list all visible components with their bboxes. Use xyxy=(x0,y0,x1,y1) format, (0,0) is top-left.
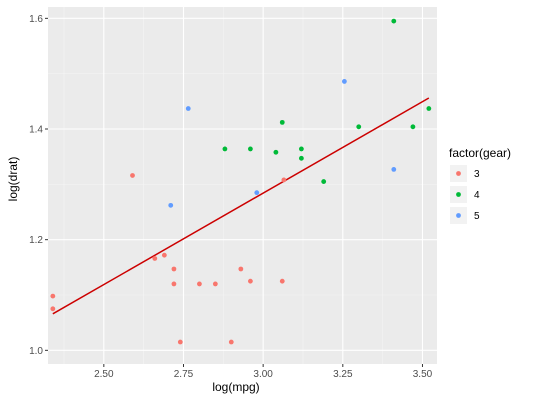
data-point-gear-3 xyxy=(177,339,183,345)
data-point-gear-4 xyxy=(298,146,304,152)
data-point-gear-4 xyxy=(426,106,432,111)
plot-panel xyxy=(48,7,437,364)
data-points xyxy=(50,18,432,345)
x-tick-label: 3.00 xyxy=(253,369,273,380)
data-point-gear-3 xyxy=(279,278,285,284)
data-point-gear-3 xyxy=(228,339,234,345)
data-point-gear-5 xyxy=(342,79,347,84)
data-point-gear-4 xyxy=(410,124,416,130)
data-point-gear-4 xyxy=(222,146,228,152)
x-tick-label: 2.75 xyxy=(174,369,194,380)
y-axis-title: log(drat) xyxy=(6,157,20,202)
legend-key-dot xyxy=(456,192,461,197)
data-point-gear-4 xyxy=(248,146,253,152)
data-point-gear-3 xyxy=(171,266,177,272)
data-point-gear-3 xyxy=(50,293,56,299)
data-point-gear-3 xyxy=(130,173,135,178)
data-point-gear-4 xyxy=(356,124,362,130)
data-point-gear-5 xyxy=(254,190,260,196)
data-point-gear-3 xyxy=(248,278,253,284)
data-point-gear-4 xyxy=(298,155,304,161)
data-point-gear-3 xyxy=(152,256,158,261)
x-axis-title: log(mpg) xyxy=(212,380,259,394)
data-point-gear-5 xyxy=(168,202,174,208)
y-tick-label: 1.2 xyxy=(29,235,43,246)
x-axis: 2.50 2.75 3.00 3.25 3.50 xyxy=(94,364,433,380)
major-gridlines xyxy=(48,7,437,364)
data-point-gear-5 xyxy=(185,106,191,111)
y-tick-label: 1.0 xyxy=(29,346,43,357)
y-tick-label: 1.4 xyxy=(29,125,43,136)
legend-title: factor(gear) xyxy=(449,146,511,160)
data-point-gear-3 xyxy=(238,266,244,272)
x-tick-label: 3.50 xyxy=(413,369,433,380)
data-point-gear-4 xyxy=(391,18,397,24)
data-point-gear-5 xyxy=(391,166,397,172)
data-point-gear-3 xyxy=(197,281,202,287)
minor-gridlines xyxy=(48,7,437,364)
legend-label: 5 xyxy=(474,211,480,222)
legend-key-dot xyxy=(456,171,461,176)
legend-key-dot xyxy=(456,213,461,218)
data-point-gear-3 xyxy=(50,306,56,312)
y-axis: 1.0 1.2 1.4 1.6 xyxy=(29,14,48,357)
regression-line-layer xyxy=(52,97,430,315)
data-point-gear-4 xyxy=(273,149,279,155)
data-point-gear-3 xyxy=(212,281,218,287)
y-tick-label: 1.6 xyxy=(29,14,43,25)
legend: factor(gear) 3 4 5 xyxy=(449,146,511,224)
data-point-gear-4 xyxy=(321,179,327,184)
x-tick-label: 3.25 xyxy=(333,369,353,380)
data-point-gear-3 xyxy=(161,252,167,258)
data-point-gear-3 xyxy=(171,281,177,287)
legend-label: 3 xyxy=(474,169,480,180)
legend-label: 4 xyxy=(474,190,480,201)
x-tick-label: 2.50 xyxy=(94,369,114,380)
data-point-gear-3 xyxy=(281,177,287,183)
data-point-gear-4 xyxy=(279,119,285,125)
regression-line xyxy=(52,97,430,315)
